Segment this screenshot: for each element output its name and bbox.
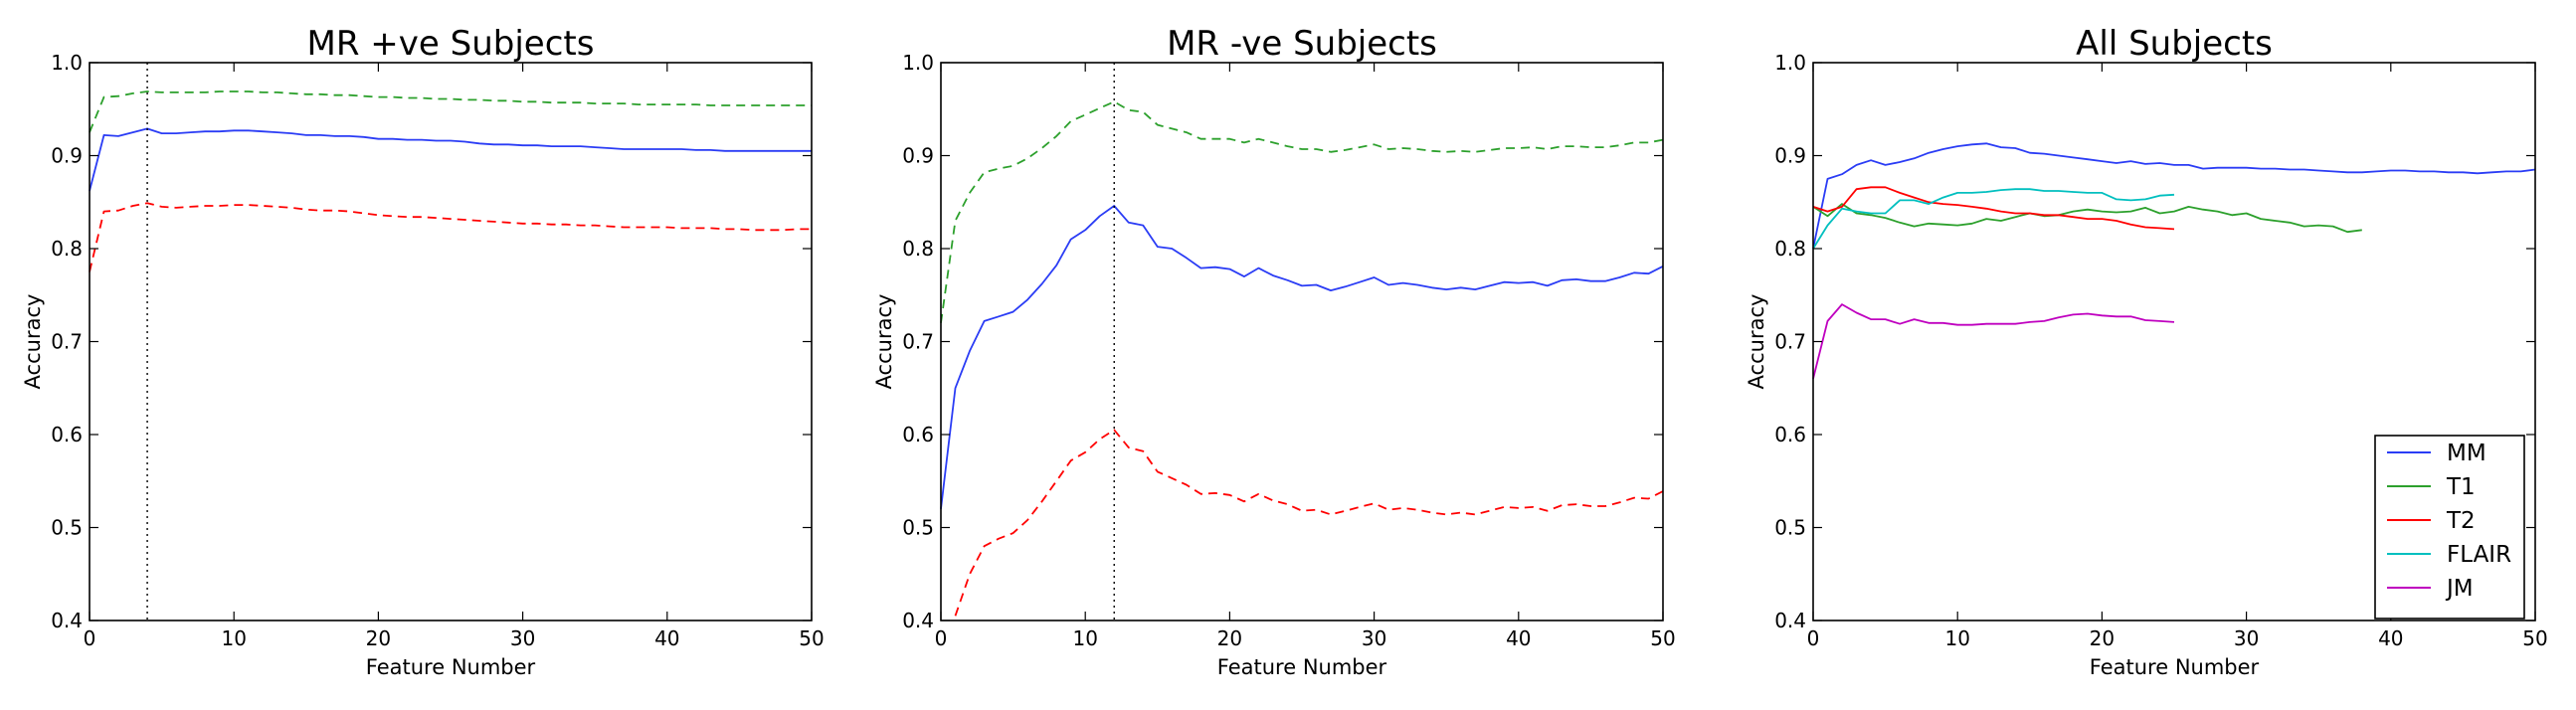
x-tick-label: 20 [366, 626, 391, 650]
y-tick-label: 0.7 [51, 330, 83, 354]
series-line-1 [89, 127, 812, 192]
y-tick-label: 0.9 [1774, 144, 1806, 168]
y-tick-label: 0.8 [1774, 237, 1806, 261]
y-tick-label: 0.6 [1774, 423, 1806, 446]
x-tick-label: 40 [2378, 626, 2403, 650]
plot-frame [89, 62, 813, 621]
series-line-mm [1812, 142, 2536, 250]
series-line-1 [940, 205, 1664, 509]
y-tick-label: 1.0 [51, 51, 83, 75]
x-tick-label: 30 [1362, 626, 1386, 650]
y-tick-label: 0.8 [902, 237, 934, 261]
series-line-t1 [1812, 203, 2362, 234]
x-axis-label: Feature Number [2090, 655, 2260, 679]
y-axis-label: Accuracy [872, 294, 896, 390]
x-tick-label: 0 [1807, 626, 1820, 650]
y-tick-label: 0.9 [902, 144, 934, 168]
x-tick-label: 50 [799, 626, 824, 650]
x-tick-label: 30 [510, 626, 535, 650]
chart-title: MR +ve Subjects [307, 24, 595, 64]
y-tick-label: 1.0 [902, 51, 934, 75]
y-tick-label: 0.5 [51, 516, 83, 540]
series-line-2 [940, 100, 1664, 323]
y-tick-label: 1.0 [1774, 51, 1806, 75]
series-line-jm [1812, 303, 2175, 380]
x-tick-label: 10 [1072, 626, 1097, 650]
y-tick-label: 0.5 [902, 516, 934, 540]
y-tick-label: 0.9 [51, 144, 83, 168]
series-line-t2 [1812, 186, 2175, 231]
y-tick-label: 0.6 [902, 423, 934, 446]
legend-label-flair: FLAIR [2447, 542, 2511, 568]
x-tick-label: 20 [1217, 626, 1242, 650]
y-tick-label: 0.7 [902, 330, 934, 354]
y-tick-label: 0.4 [902, 609, 934, 632]
chart-title: MR -ve Subjects [1167, 24, 1437, 64]
legend-label-t1: T1 [2446, 474, 2476, 500]
series-line-2 [89, 90, 812, 133]
x-tick-label: 20 [2090, 626, 2115, 650]
y-tick-label: 0.4 [51, 609, 83, 632]
x-axis-label: Feature Number [1217, 655, 1387, 679]
legend-box [2374, 435, 2525, 620]
series-line-3 [89, 202, 812, 272]
x-tick-label: 0 [84, 626, 96, 650]
chart-panel-1: MR +ve Subjects 0 10 20 30 40 50 0.4 0.5 0.6 0.7 0.… [21, 24, 825, 679]
y-tick-label: 0.5 [1774, 516, 1806, 540]
plot-frame [940, 62, 1664, 621]
chart-title: All Subjects [2076, 24, 2273, 64]
series-line-3 [954, 429, 1664, 617]
x-axis-label: Feature Number [366, 655, 536, 679]
x-tick-label: 30 [2234, 626, 2259, 650]
y-tick-label: 0.6 [51, 423, 83, 446]
chart-panel-2: MR -ve Subjects 0 10 20 30 40 50 0.4 0.5 0.6 0.7 0.… [872, 24, 1676, 679]
legend: MM T1 T2 FLAIR JM [2374, 435, 2525, 620]
x-tick-label: 40 [654, 626, 679, 650]
legend-label-t2: T2 [2446, 508, 2476, 534]
series-line-flair [1812, 188, 2175, 250]
x-tick-label: 40 [1506, 626, 1531, 650]
chart-panel-3: All Subjects 0 10 20 30 40 50 0.4 0.5 0.6 0.7 0.8 0.… [1745, 24, 2548, 679]
y-tick-label: 0.8 [51, 237, 83, 261]
x-tick-label: 0 [935, 626, 948, 650]
legend-label-mm: MM [2447, 441, 2486, 466]
x-tick-label: 50 [2522, 626, 2547, 650]
y-tick-label: 0.7 [1774, 330, 1806, 354]
y-axis-label: Accuracy [21, 294, 45, 390]
x-tick-label: 50 [1650, 626, 1675, 650]
y-axis-label: Accuracy [1745, 294, 1768, 390]
legend-label-jm: JM [2445, 576, 2474, 602]
y-tick-label: 0.4 [1774, 609, 1806, 632]
x-tick-label: 10 [1944, 626, 1969, 650]
x-tick-label: 10 [221, 626, 246, 650]
